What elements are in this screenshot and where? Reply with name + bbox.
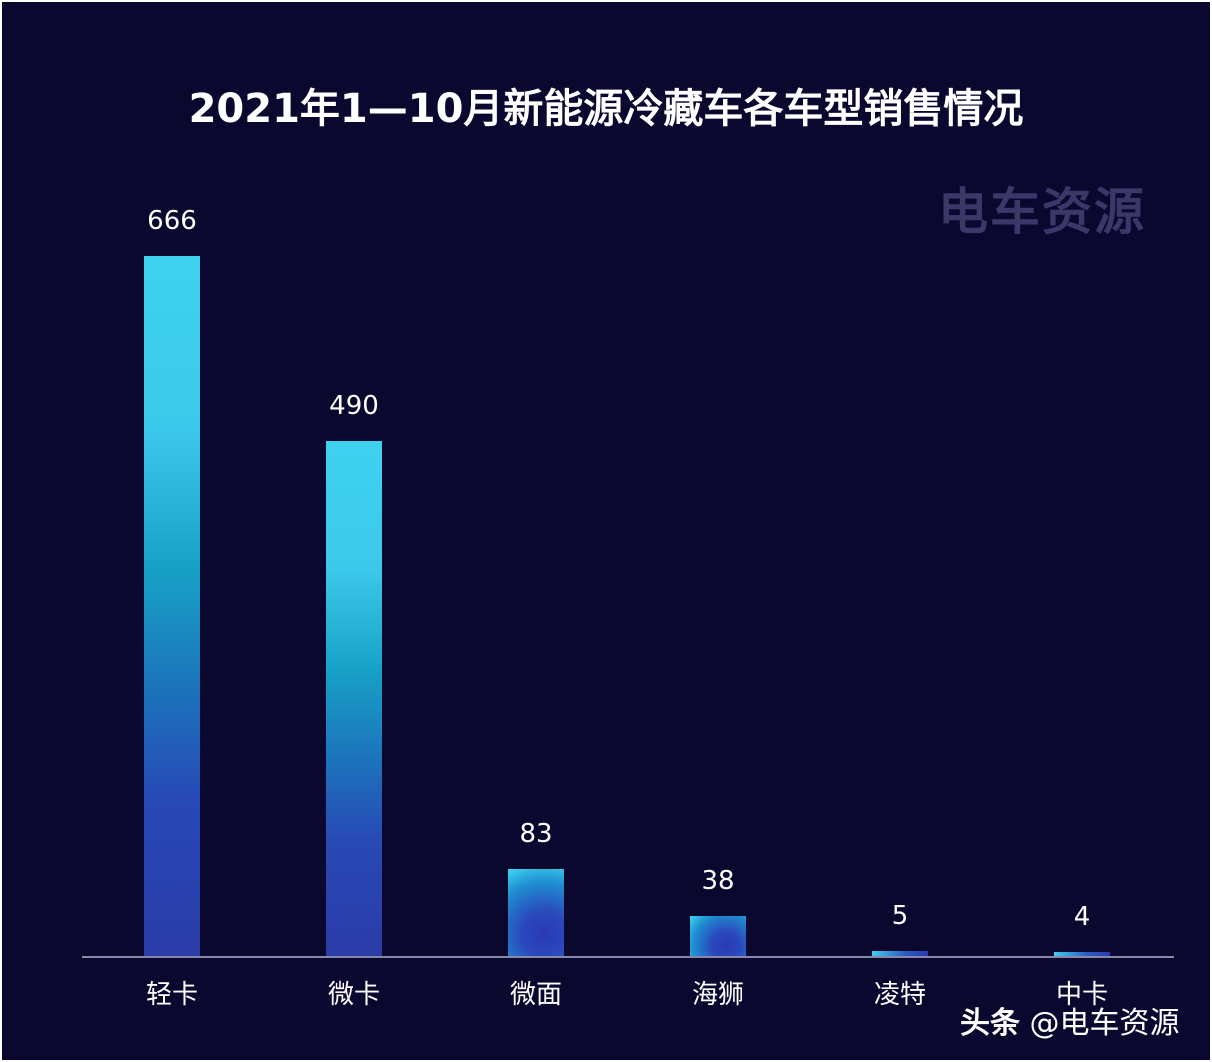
value-label: 83 bbox=[519, 819, 553, 849]
category-label: 微面 bbox=[509, 980, 562, 1010]
x-axis-line bbox=[82, 956, 1174, 958]
category-label: 微卡 bbox=[327, 980, 380, 1010]
value-label: 490 bbox=[329, 391, 379, 421]
category-label: 中卡 bbox=[1055, 980, 1108, 1010]
chart-title: 2021年1—10月新能源冷藏车各车型销售情况 bbox=[188, 86, 1024, 132]
source-credit: 头条 @电车资源 bbox=[960, 998, 1180, 1042]
category-label: 海狮 bbox=[691, 980, 744, 1010]
bar-1 bbox=[326, 441, 382, 956]
watermark-logo: 电车资源 bbox=[938, 183, 1146, 241]
source-handle: @电车资源 bbox=[1029, 1006, 1180, 1041]
bar-4 bbox=[872, 951, 928, 956]
value-label: 666 bbox=[147, 206, 197, 236]
bar-2 bbox=[508, 869, 564, 956]
value-label: 4 bbox=[1073, 902, 1091, 932]
value-label: 5 bbox=[891, 901, 909, 931]
bar-5 bbox=[1054, 952, 1110, 956]
category-label: 轻卡 bbox=[145, 980, 198, 1010]
category-label: 凌特 bbox=[873, 980, 926, 1010]
source-platform: 头条 bbox=[960, 1006, 1020, 1041]
bar-3 bbox=[690, 916, 746, 956]
value-label: 38 bbox=[701, 866, 735, 896]
bar-0 bbox=[144, 256, 200, 956]
